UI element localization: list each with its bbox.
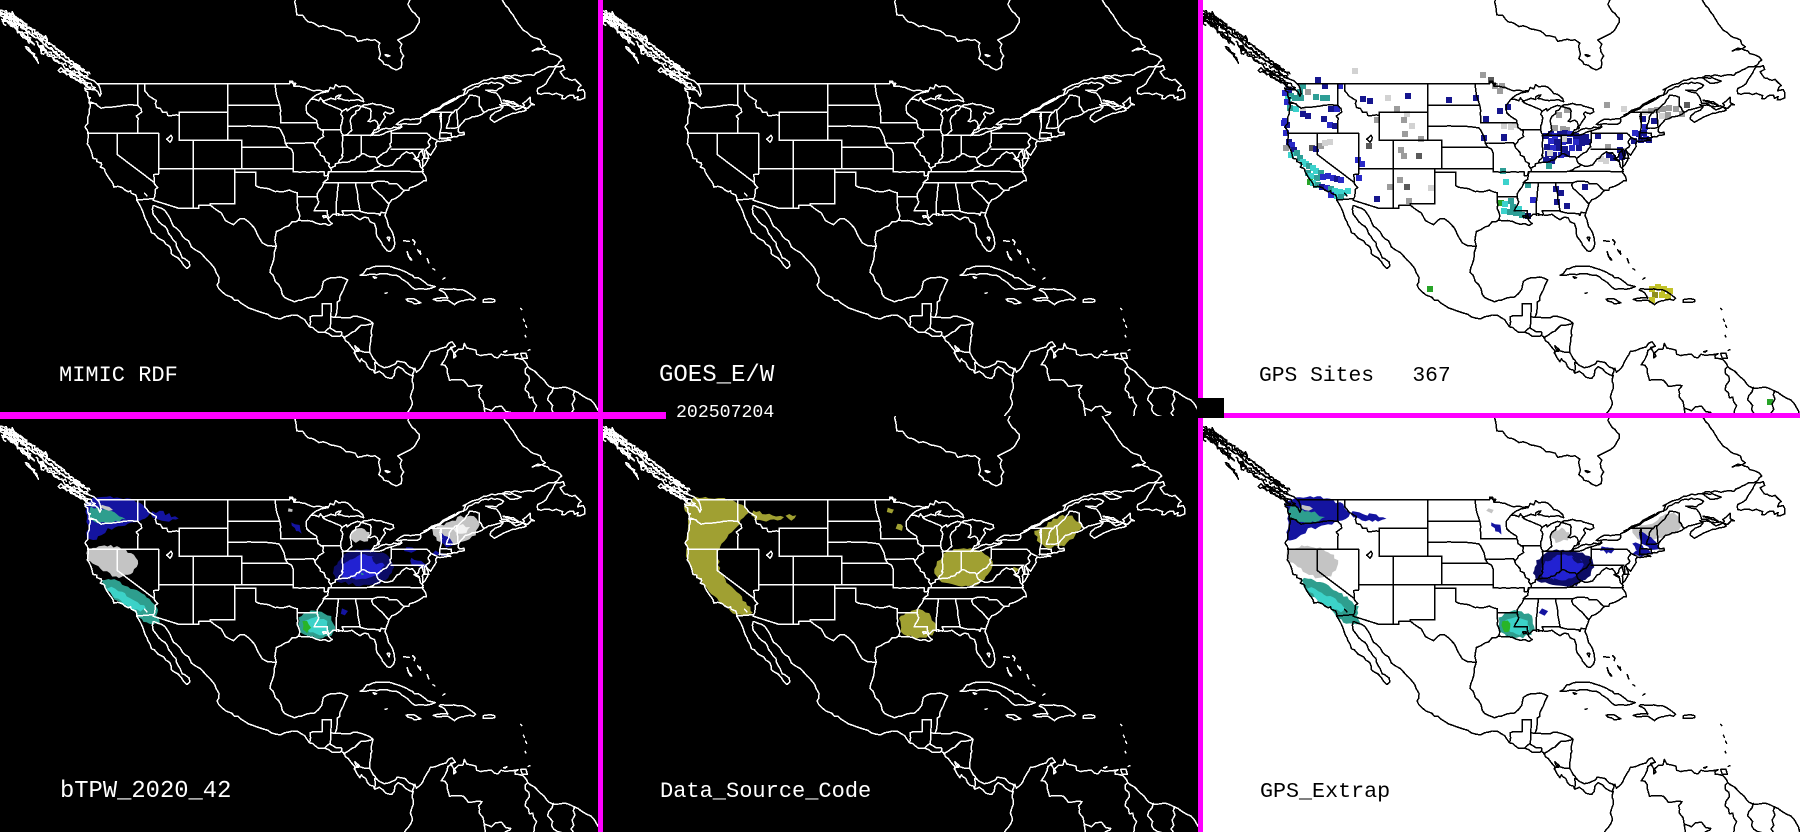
svg-text:bTPW_2020_42: bTPW_2020_42 — [60, 778, 231, 805]
svg-text:MIMIC RDF: MIMIC RDF — [59, 363, 178, 388]
svg-text:GPS Sites 367: GPS Sites 367 — [1259, 364, 1451, 388]
svg-text:GOES_E/W: GOES_E/W — [659, 362, 775, 389]
svg-text:Data_Source_Code: Data_Source_Code — [660, 779, 871, 804]
svg-text:GPS_Extrap: GPS_Extrap — [1260, 779, 1390, 804]
svg-text:202507204: 202507204 — [676, 403, 774, 423]
